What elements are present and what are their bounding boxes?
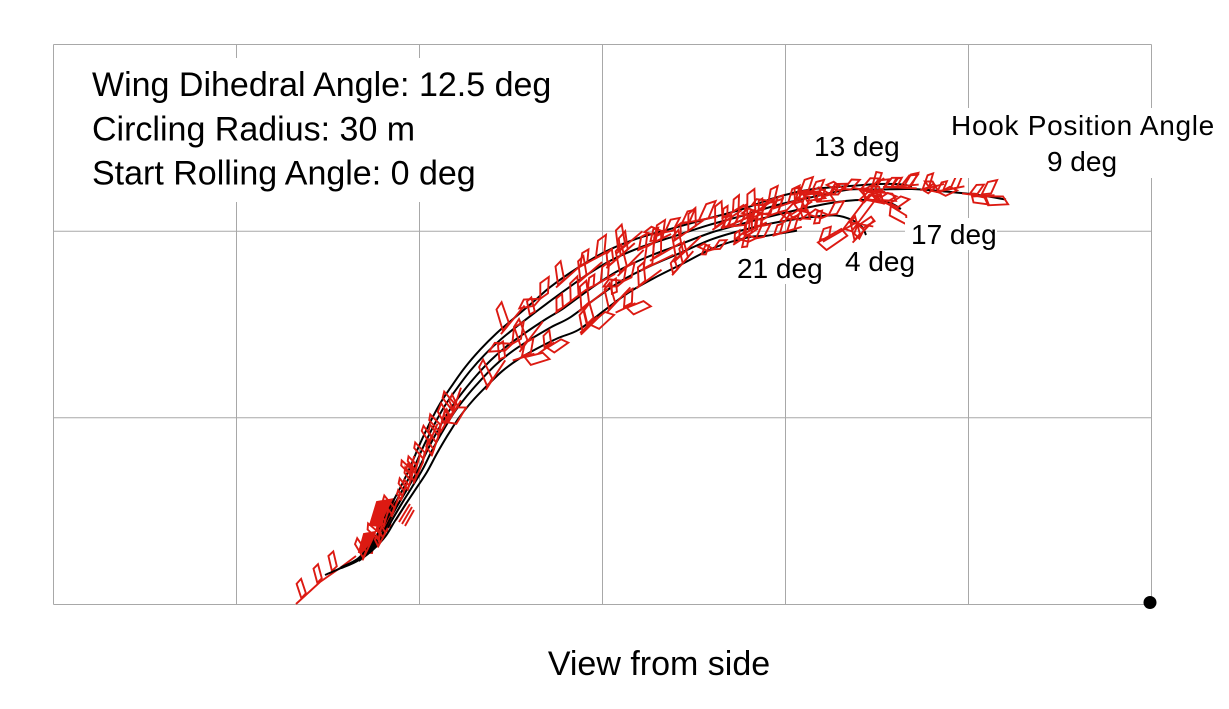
svg-text:21 deg: 21 deg [737, 253, 823, 284]
svg-text:4 deg: 4 deg [845, 246, 915, 277]
svg-text:9 deg: 9 deg [1047, 146, 1117, 177]
svg-text:Wing Dihedral Angle: 12.5 deg: Wing Dihedral Angle: 12.5 deg [92, 66, 551, 104]
svg-text:13 deg: 13 deg [814, 131, 900, 162]
svg-text:View from side: View from side [548, 645, 770, 683]
svg-text:Circling Radius: 30 m: Circling Radius: 30 m [92, 111, 415, 149]
svg-text:Start Rolling Angle: 0 deg: Start Rolling Angle: 0 deg [92, 155, 476, 193]
svg-text:Hook Position Angle: Hook Position Angle [951, 110, 1215, 141]
svg-text:17 deg: 17 deg [911, 219, 997, 250]
